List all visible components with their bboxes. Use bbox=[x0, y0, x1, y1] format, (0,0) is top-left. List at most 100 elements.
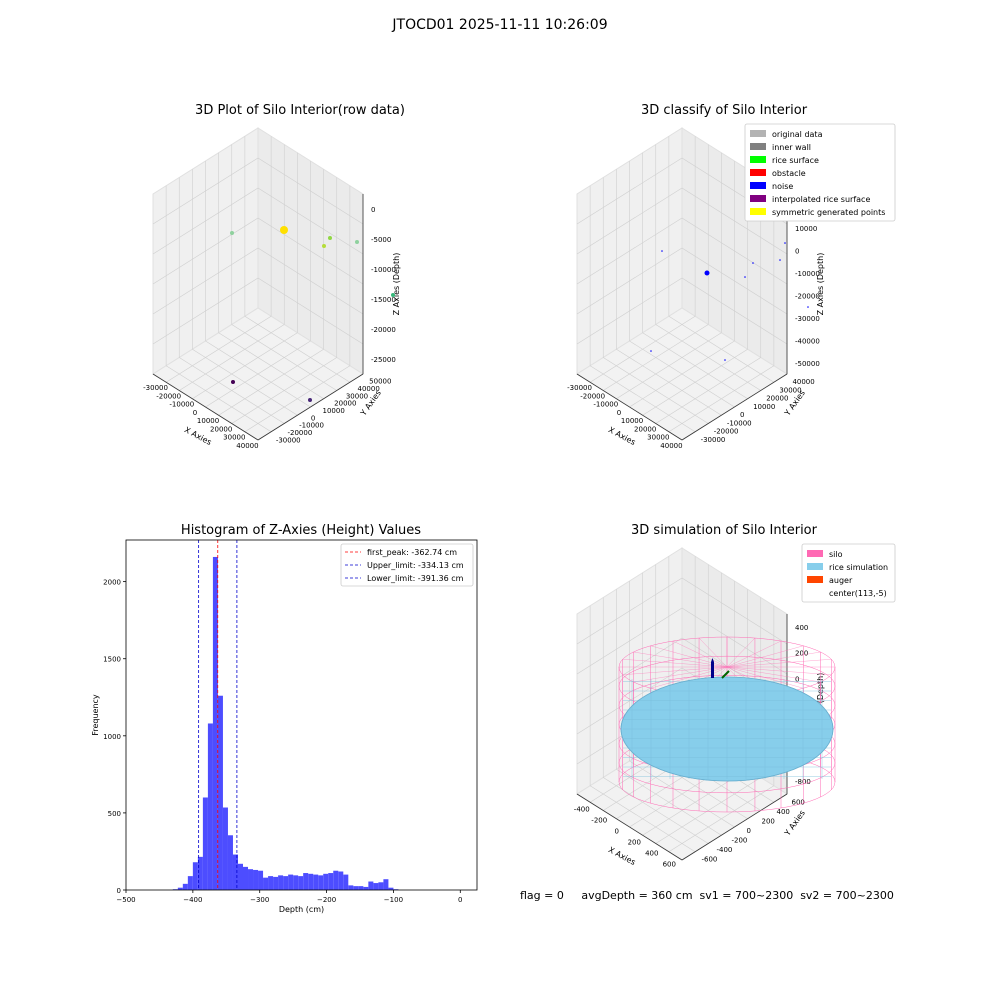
plot1-point bbox=[355, 240, 359, 244]
plot4-z-tick: 400 bbox=[795, 624, 808, 632]
histogram-bar bbox=[293, 875, 299, 890]
silo-wire bbox=[726, 645, 804, 668]
plot1-y-tick: 10000 bbox=[323, 407, 345, 415]
plot2-point bbox=[779, 259, 781, 261]
plot1-y-axis-line bbox=[257, 373, 364, 441]
histogram-bar bbox=[192, 862, 198, 890]
plot1-floor-grid bbox=[218, 332, 324, 400]
plot4-legend-label: silo bbox=[829, 550, 843, 559]
plot4-wall-grid bbox=[576, 607, 683, 675]
plot2-wall-grid bbox=[681, 187, 788, 255]
plot1-point bbox=[322, 244, 326, 248]
plot2-y-tick: 10000 bbox=[753, 403, 775, 411]
histogram-bar bbox=[323, 873, 329, 890]
plot2-wall-grid bbox=[681, 217, 788, 285]
plot2-y-tick: -20000 bbox=[714, 428, 739, 436]
plot2-floor-grid bbox=[642, 332, 748, 400]
plot2-x-tick: 0 bbox=[617, 409, 621, 417]
histogram-bar bbox=[368, 881, 374, 890]
plot4-x-tick: 200 bbox=[628, 839, 641, 847]
plot1-floor-grid bbox=[244, 315, 351, 383]
histogram-y-tick: 500 bbox=[108, 810, 121, 818]
plot2-point bbox=[704, 270, 710, 276]
plot1-z-tick: -10000 bbox=[371, 266, 396, 274]
histogram-bar bbox=[222, 807, 228, 890]
plot2-wall-grid bbox=[576, 277, 683, 345]
histogram-bar bbox=[343, 874, 349, 890]
silo-wire bbox=[622, 666, 728, 675]
histogram-frame bbox=[125, 539, 478, 891]
plot4-y-tick: -600 bbox=[702, 855, 718, 863]
plot2-x-tick: 40000 bbox=[660, 442, 682, 450]
plot2-z-label: Z Axies (Depth) bbox=[816, 253, 825, 316]
histogram-x-label: Depth (cm) bbox=[279, 905, 324, 914]
histogram-legend-label: Lower_limit: -391.36 cm bbox=[367, 574, 464, 583]
histogram-bar bbox=[383, 879, 389, 890]
histogram-bar bbox=[298, 876, 304, 890]
plot2-legend-label: symmetric generated points bbox=[772, 208, 885, 217]
plot4-y-tick: 600 bbox=[792, 799, 805, 807]
plot1-wall-grid bbox=[152, 157, 259, 225]
plot2-wall-grid bbox=[681, 277, 788, 345]
plot1-point bbox=[391, 293, 395, 297]
plot2-floor-grid bbox=[668, 315, 775, 383]
plot1-y-tick: -30000 bbox=[276, 436, 301, 444]
histogram-bar bbox=[348, 885, 354, 890]
plot2-z-tick: -30000 bbox=[795, 315, 820, 323]
plot2-point bbox=[661, 250, 663, 252]
plot2-point bbox=[650, 350, 652, 352]
histogram-bar bbox=[353, 886, 359, 890]
plot1-wall-grid bbox=[257, 157, 364, 225]
plot2-legend-label: obstacle bbox=[772, 169, 806, 178]
plot1-floor-grid bbox=[179, 324, 285, 391]
plot1-x-label: X Axies bbox=[183, 425, 213, 447]
histogram-bar bbox=[217, 695, 223, 890]
plot1-point bbox=[231, 380, 235, 384]
plot1-x-tick: 0 bbox=[193, 409, 197, 417]
plot2-y-tick: 20000 bbox=[766, 395, 788, 403]
plot2-floor-grid bbox=[655, 324, 761, 391]
plot1-y-tick: 30000 bbox=[346, 392, 368, 400]
histogram-y-label: Frequency bbox=[91, 694, 100, 736]
plot2-x-tick: 10000 bbox=[621, 417, 643, 425]
plot2-x-tick: -20000 bbox=[580, 392, 605, 400]
plot2-y-axis-line bbox=[681, 373, 788, 441]
plot2-y-tick: 40000 bbox=[792, 378, 814, 386]
plot2-point bbox=[744, 276, 746, 278]
histogram-bar bbox=[338, 871, 344, 890]
plot1-z-tick: -25000 bbox=[371, 356, 396, 364]
plot4-title: 3D simulation of Silo Interior bbox=[631, 523, 817, 538]
plot2-z-tick: 0 bbox=[795, 247, 799, 255]
plot4-wall-grid bbox=[576, 577, 683, 645]
plot4-x-axis-line bbox=[576, 793, 683, 861]
histogram-bar bbox=[212, 556, 218, 890]
plot1-wall-grid bbox=[152, 277, 259, 345]
histogram-x-tick: 0 bbox=[458, 896, 462, 904]
plot1-wall-grid bbox=[257, 247, 364, 315]
plot2-point bbox=[752, 262, 754, 264]
plot2-floor-grid bbox=[629, 340, 735, 408]
silo-wire bbox=[726, 666, 804, 689]
histogram-bar bbox=[363, 886, 369, 890]
plot2-wall-grid bbox=[576, 157, 683, 225]
plot2-x-axis-line bbox=[576, 373, 683, 441]
plot2-wall-grid bbox=[576, 247, 683, 315]
plot1-floor-grid bbox=[192, 332, 298, 400]
histogram-legend-label: first_peak: -362.74 cm bbox=[367, 548, 457, 557]
histogram-bar bbox=[303, 873, 309, 890]
plot2-legend-box bbox=[744, 123, 896, 222]
plot1-floor-grid bbox=[165, 315, 272, 383]
plot2-y-tick: 30000 bbox=[779, 386, 801, 394]
histogram-bar bbox=[202, 797, 208, 890]
plot4-legend-swatch bbox=[807, 563, 823, 570]
plot1-x-tick: -10000 bbox=[169, 401, 194, 409]
histogram-bar bbox=[268, 876, 274, 890]
plot1-z-tick: -20000 bbox=[371, 326, 396, 334]
silo-wire bbox=[622, 659, 728, 668]
plot4-x-tick: -400 bbox=[574, 806, 590, 814]
plot1-y-tick: 50000 bbox=[369, 378, 391, 386]
plot2-z-tick: -20000 bbox=[795, 292, 820, 300]
plot1-z-tick: -5000 bbox=[371, 236, 391, 244]
plot4-x-tick: 600 bbox=[663, 861, 676, 869]
plot4-wall-grid bbox=[681, 607, 788, 675]
